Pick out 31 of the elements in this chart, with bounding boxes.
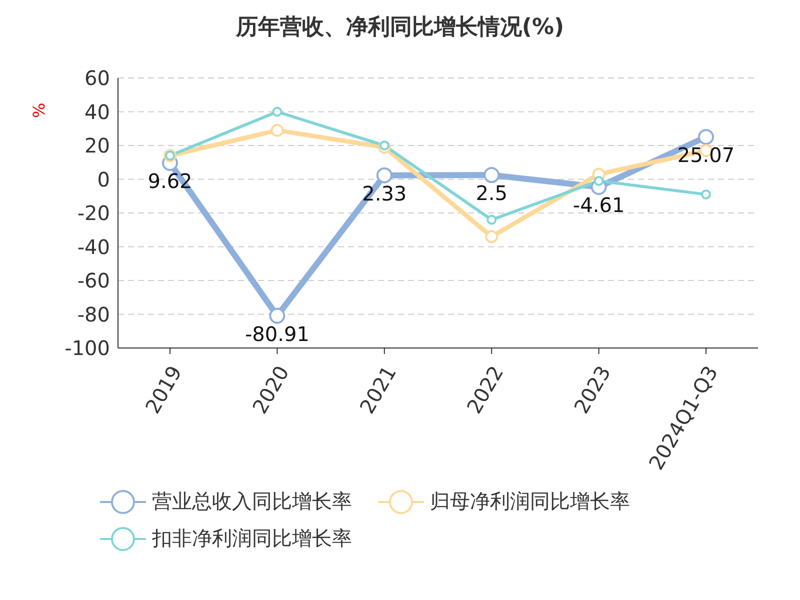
legend-label: 营业总收入同比增长率 (152, 488, 352, 515)
point (272, 106, 282, 117)
y-tick-label: -20 (77, 201, 110, 226)
data-label: 9.62 (148, 169, 192, 194)
y-tick-label: 0 (97, 167, 110, 192)
point (379, 140, 390, 150)
chart-title: 历年营收、净利同比增长情况(%) (234, 14, 566, 42)
point (269, 308, 286, 324)
point (486, 214, 497, 225)
y-tick-label: 20 (84, 134, 110, 158)
y-tick-label: -40 (77, 234, 110, 259)
y-axis-title: % (29, 102, 48, 118)
point (485, 230, 498, 244)
y-tick-label: -80 (77, 302, 110, 326)
legend-label: 扣非净利润同比增长率 (152, 525, 352, 552)
point (701, 189, 711, 200)
point (270, 124, 284, 137)
point (484, 167, 500, 184)
y-tick-label: -60 (77, 268, 110, 293)
legend-label: 归母净利润同比增长率 (430, 488, 630, 515)
point (698, 128, 714, 145)
y-tick-label: -100 (64, 336, 110, 360)
y-tick-label: 60 (84, 66, 110, 90)
y-tick-label: 40 (84, 100, 110, 124)
data-label: 25.07 (677, 142, 735, 167)
point (594, 176, 604, 186)
data-label: -4.61 (572, 193, 625, 218)
data-label: 2.5 (476, 181, 508, 206)
data-label: 2.33 (362, 181, 407, 206)
data-label: -80.91 (244, 322, 310, 346)
point (376, 167, 392, 184)
